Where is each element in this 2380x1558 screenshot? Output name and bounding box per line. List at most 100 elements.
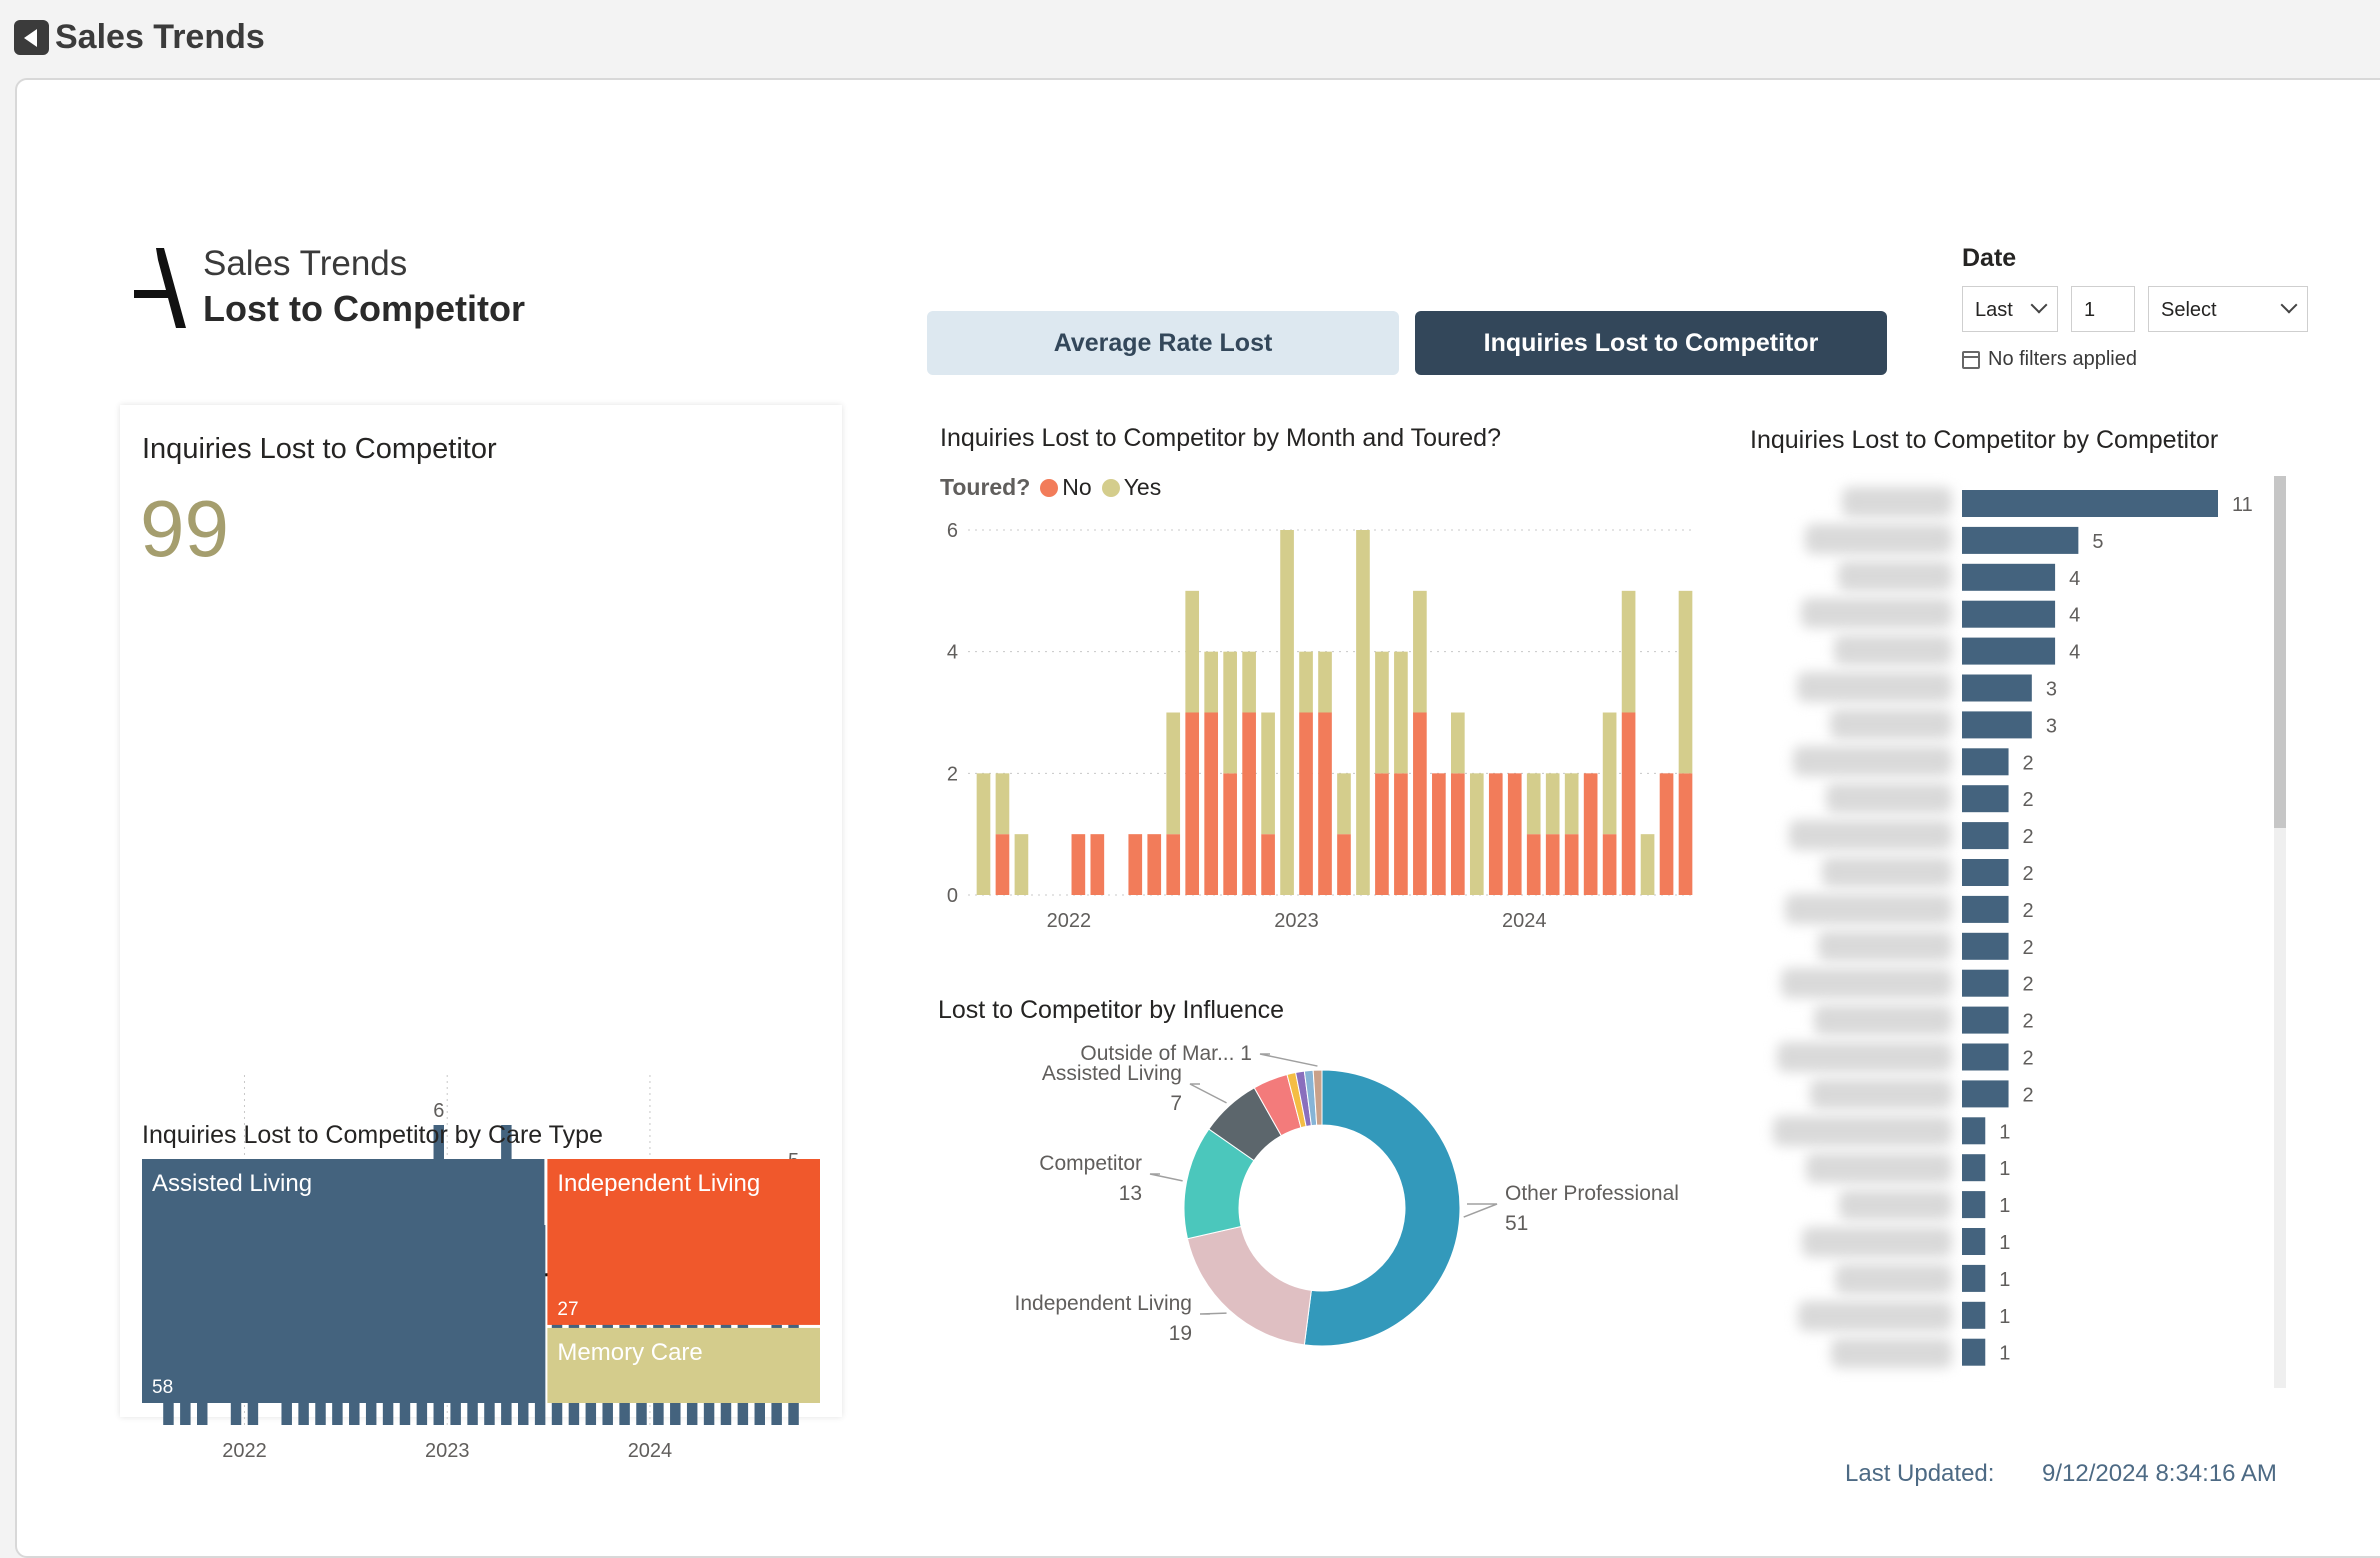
redacted-competitor-name: [1802, 1227, 1952, 1257]
influence-donut-chart: Other Professional 51 Independent Living 19…: [1015, 1042, 1679, 1347]
stacked-bar-segment: [1678, 590, 1693, 774]
legend-dot-icon: [1101, 479, 1120, 497]
bar-value-label: 2: [2023, 826, 2034, 848]
stacked-bar-segment: [1090, 834, 1105, 895]
redacted-competitor-name: [1789, 820, 1952, 850]
redacted-competitor-name: [1797, 672, 1952, 702]
stacked-bar-segment: [1299, 712, 1313, 895]
competitor-bar: [1962, 563, 2056, 591]
redacted-competitor-name: [1777, 1042, 1952, 1072]
date-relative-value: Last: [1975, 299, 2013, 321]
redacted-competitor-name: [1835, 1264, 1952, 1294]
competitor-bar: [1962, 637, 2056, 665]
competitor-bar: [1962, 1191, 1986, 1219]
slice-label: Assisted Living: [1042, 1062, 1182, 1085]
tab-inquiries-lost[interactable]: Inquiries Lost to Competitor: [1415, 311, 1887, 375]
bar-value-label: 5: [2092, 531, 2103, 553]
stacked-bar-segment: [1204, 651, 1219, 713]
stacked-bar-segment: [1583, 773, 1598, 895]
redacted-competitor-name: [1785, 894, 1952, 924]
care-type-title: Inquiries Lost to Competitor by Care Typ…: [142, 1121, 603, 1149]
bar-value-label: 1: [1999, 1269, 2010, 1291]
stacked-bar-segment: [1526, 834, 1541, 895]
competitor-chart-title: Inquiries Lost to Competitor by Competit…: [1750, 426, 2219, 454]
bar-value-label: 3: [2046, 715, 2057, 737]
stacked-bar-segment: [1375, 651, 1389, 774]
company-logo-icon: [134, 248, 186, 328]
care-type-treemap[interactable]: Assisted Living 58 Independent Living 27 Mem…: [142, 1159, 820, 1403]
treemap-value: 58: [152, 1377, 173, 1398]
bar-value-label: 2: [2023, 900, 2034, 922]
date-count-input[interactable]: 1: [2071, 286, 2135, 332]
y-tick-label: 4: [947, 642, 958, 664]
bar-value-label: 2: [2023, 789, 2034, 811]
donut-slice: [1303, 1069, 1461, 1347]
competitor-bar: [1962, 859, 2009, 886]
stacked-bar-segment: [1261, 834, 1275, 895]
stacked-bar-segment: [1678, 773, 1693, 895]
date-unit-select[interactable]: Select: [2148, 286, 2308, 332]
bar-value-label: 2: [2023, 974, 2034, 996]
stacked-bar-segment: [1166, 712, 1181, 835]
redacted-competitor-name: [1842, 487, 1952, 517]
bar-value-label: 2: [2023, 863, 2034, 885]
stacked-bar-segment: [1223, 773, 1237, 895]
competitor-scrollbar[interactable]: [2274, 476, 2286, 1388]
stacked-bar-segment: [1204, 712, 1219, 895]
redacted-competitor-name: [1822, 857, 1952, 887]
stacked-bar-segment: [1147, 834, 1162, 895]
stacked-bar-segment: [1526, 773, 1541, 835]
stacked-bar-segment: [1071, 834, 1086, 895]
tab-average-rate-lost[interactable]: Average Rate Lost: [927, 311, 1399, 375]
treemap-tile: [142, 1159, 545, 1403]
redacted-competitor-name: [1793, 746, 1952, 776]
influence-chart-title: Lost to Competitor by Influence: [938, 996, 1285, 1024]
last-updated-label: Last Updated:: [1845, 1460, 1995, 1487]
legend-title: Toured?: [940, 474, 1031, 500]
stacked-bar-segment: [1413, 712, 1427, 895]
header-title: Lost to Competitor: [203, 288, 525, 329]
date-relative-select[interactable]: Last: [1962, 286, 2058, 332]
filter-status-text: No filters applied: [1988, 348, 2137, 370]
x-tick-label: 2022: [222, 1440, 267, 1462]
treemap-value: 27: [557, 1299, 578, 1320]
stacked-bar-segment: [1640, 834, 1655, 895]
stacked-bar-segment: [1261, 712, 1275, 835]
competitor-bar: [1962, 1301, 1986, 1329]
competitor-bar: [1962, 748, 2009, 776]
bar-value-label: 3: [2046, 679, 2057, 701]
leader-line: [1199, 1312, 1227, 1315]
bar-value-label: 1: [1999, 1195, 2010, 1217]
competitor-bar: [1962, 1264, 1986, 1292]
y-tick-label: 2: [947, 763, 958, 785]
scrollbar-thumb[interactable]: [2274, 476, 2286, 828]
competitor-names-redacted: [1762, 480, 1952, 1380]
back-arrow-icon[interactable]: [14, 20, 49, 55]
date-unit-placeholder: Select: [2161, 299, 2217, 321]
slice-label: Other Professional: [1505, 1182, 1679, 1205]
bar-value-label: 1: [1999, 1232, 2010, 1254]
bar-value-label: 4: [2069, 568, 2080, 590]
stacked-bar-segment: [1337, 773, 1351, 835]
redacted-competitor-name: [1826, 783, 1952, 813]
competitor-bar: [1962, 969, 2009, 997]
bar-value-label: 2: [2023, 1048, 2034, 1070]
redacted-competitor-name: [1831, 1338, 1952, 1368]
bar-value-label: 2: [2023, 937, 2034, 959]
page-title: Sales Trends: [55, 18, 265, 56]
bar-value-label: 11: [2232, 494, 2253, 516]
top-bar: Sales Trends: [0, 0, 2380, 78]
legend-label: No: [1062, 474, 1092, 500]
competitor-bar: [1962, 895, 2009, 923]
stacked-bar-segment: [1185, 590, 1200, 713]
legend-item-yes[interactable]: Yes: [1101, 474, 1161, 501]
bar-value-label: 1: [1999, 1121, 2010, 1143]
redacted-competitor-name: [1838, 561, 1952, 591]
competitor-bar: [1962, 490, 2218, 517]
stacked-bar-segment: [1394, 773, 1408, 895]
kpi-title: Inquiries Lost to Competitor: [142, 433, 497, 465]
competitor-bar: [1962, 1338, 1986, 1366]
legend-item-no[interactable]: No: [1040, 474, 1092, 501]
donut-slice: [1186, 1225, 1312, 1346]
stacked-bar-segment: [1602, 712, 1617, 835]
